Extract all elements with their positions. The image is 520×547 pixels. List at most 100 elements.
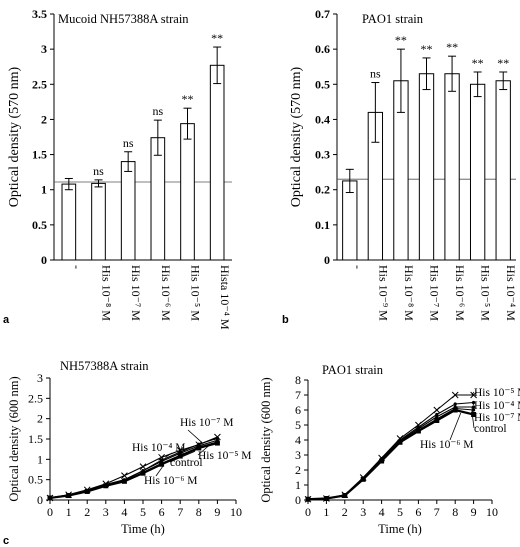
chart-c2-series-label: control: [474, 423, 507, 435]
chart-c1-label-leader: [165, 452, 173, 458]
chart-a-significance-label: **: [182, 92, 194, 106]
chart-a-y-tick-label: 1.5: [32, 148, 47, 162]
chart-c2-data-point: [451, 391, 459, 399]
chart-c2-x-tick-label: 6: [415, 505, 421, 519]
chart-c1-x-tick-label: 5: [140, 505, 146, 519]
chart-c1-series-line: [49, 436, 218, 499]
chart-a-y-tick-label: 1: [41, 183, 47, 197]
chart-c2-title: PAO1 strain: [322, 363, 384, 377]
chart-c1-x-tick-label: 10: [230, 505, 242, 519]
chart-b-significance-label: **: [497, 56, 509, 70]
chart-c2-y-tick-label: 8: [295, 373, 301, 387]
chart-c1-series-label: control: [170, 457, 203, 469]
chart-a-significance-label: ns: [123, 136, 134, 150]
chart-c2-label-leader: [471, 406, 475, 418]
chart-b-bar: [469, 83, 486, 261]
chart-a-bar: [209, 64, 225, 261]
chart-c2-data-point: [435, 412, 439, 417]
chart-c2-series-label: His 10⁻⁴ M: [474, 400, 520, 412]
chart-c2-data-point: [453, 402, 457, 406]
chart-c2-y-tick-label: 3: [295, 448, 301, 462]
chart-a-y-tick-label: 3.5: [32, 7, 47, 21]
chart-c2-series-label: His 10⁻⁷ M: [474, 412, 520, 424]
chart-c2-series-line: [307, 407, 474, 500]
chart-c2-series-line: [307, 408, 474, 501]
chart-c1-y-tick-label: 1.5: [28, 432, 43, 446]
chart-c2-x-tick-label: 9: [471, 505, 477, 519]
bar-chart-pao1: 0 0.1 0.2 0.3 0.4 0.5 0.6 0.7 - ns His 10⁻⁹ M ** His…: [289, 7, 518, 321]
chart-b-category-label: His 10⁻⁹ M: [376, 265, 390, 321]
chart-c2-y-tick-label: 4: [295, 433, 301, 447]
chart-c2-data-point: [452, 407, 458, 413]
chart-a-bar: [180, 123, 195, 261]
chart-c1-data-point: [214, 440, 220, 446]
chart-b-category-label: His 10⁻⁴ M: [504, 265, 518, 321]
chart-c2-y-tick-label: 7: [295, 388, 301, 402]
chart-c2-data-point: [415, 428, 421, 434]
chart-c1-x-tick-label: 2: [84, 505, 90, 519]
chart-b-y-tick-label: 0.2: [315, 183, 330, 197]
chart-c2-data-point: [342, 493, 348, 498]
panel-letter-a: a: [3, 314, 10, 326]
chart-c1-title: NH57388A strain: [60, 359, 149, 373]
chart-b-category-label: His 10⁻⁶ M: [453, 265, 467, 321]
chart-c1-label-leader: [197, 442, 213, 456]
chart-b-category-label: His 10⁻⁷ M: [428, 265, 442, 321]
chart-c1-label-leader: [187, 429, 203, 444]
chart-c1-y-tick-label: 2.5: [28, 391, 43, 405]
chart-c1-label-leader: [155, 465, 164, 477]
chart-c2-label-leader: [449, 412, 462, 441]
chart-b-y-tick-label: 0: [324, 253, 330, 267]
chart-c1-series-label: His 10⁻⁴ M: [132, 442, 186, 454]
chart-c2-data-point: [435, 415, 439, 419]
chart-c1-x-tick-label: 0: [47, 505, 53, 519]
chart-b-significance-label: **: [421, 42, 433, 56]
chart-a-category-label: -: [70, 265, 84, 269]
chart-c1-series-label: His 10⁻⁵ M: [198, 450, 252, 462]
chart-c2-data-point: [470, 391, 477, 399]
chart-c2-y-axis-label: Optical density (600 nm): [259, 377, 273, 502]
chart-c2-y-tick-label: 6: [295, 403, 301, 417]
chart-c2-y-tick-label: 0: [295, 493, 301, 507]
chart-c1-y-tick-label: 2: [37, 412, 43, 426]
chart-c1-label-leader: [169, 450, 196, 463]
chart-a-y-tick-label: 2.5: [32, 77, 47, 91]
chart-c2-series-label: His 10⁻⁵ M: [474, 387, 520, 399]
chart-c1-data-point: [177, 453, 183, 459]
chart-c2-label-leader: [471, 409, 475, 429]
chart-c1-data-point: [47, 495, 53, 501]
chart-a-category-label: His 10⁻⁷ M: [129, 265, 143, 321]
chart-c1-y-tick-label: 0: [37, 493, 43, 507]
chart-c2-x-tick-label: 7: [434, 505, 440, 519]
chart-c2-x-tick-label: 0: [305, 505, 311, 519]
chart-c1-y-tick-label: 1: [37, 452, 43, 466]
chart-c1-y-tick-label: 0.5: [28, 473, 43, 487]
chart-c1-x-tick-label: 6: [159, 505, 165, 519]
chart-c2-data-point: [305, 496, 311, 502]
chart-c1-x-tick-label: 3: [103, 505, 109, 519]
chart-c2-y-tick-label: 5: [295, 418, 301, 432]
chart-c2-data-point: [323, 496, 329, 501]
chart-c2-x-tick-label: 4: [379, 505, 385, 519]
chart-c2-y-tick-label: 1: [295, 478, 301, 492]
chart-c2-x-tick-label: 2: [342, 505, 348, 519]
chart-c2-data-point: [434, 418, 440, 423]
chart-b-bar: [418, 73, 435, 261]
chart-c2-y-tick-label: 2: [295, 463, 301, 477]
chart-c1-x-tick-label: 8: [196, 505, 202, 519]
chart-a-category-label: Hista 10⁻⁴ M: [218, 265, 232, 330]
chart-c1-series-line: [49, 442, 218, 500]
chart-c2-x-tick-label: 1: [323, 505, 329, 519]
chart-a-significance-label: ns: [93, 164, 104, 178]
chart-a-significance-label: **: [211, 31, 223, 45]
chart-b-significance-label: **: [446, 40, 458, 54]
chart-b-y-tick-label: 0.5: [315, 77, 330, 91]
chart-c2-data-point: [379, 458, 385, 464]
chart-c1-data-point: [103, 483, 109, 489]
chart-c1-data-point: [159, 461, 165, 467]
chart-b-title: PAO1 strain: [362, 12, 424, 26]
chart-c2-data-point: [397, 439, 403, 445]
chart-c2-data-point: [433, 406, 441, 414]
